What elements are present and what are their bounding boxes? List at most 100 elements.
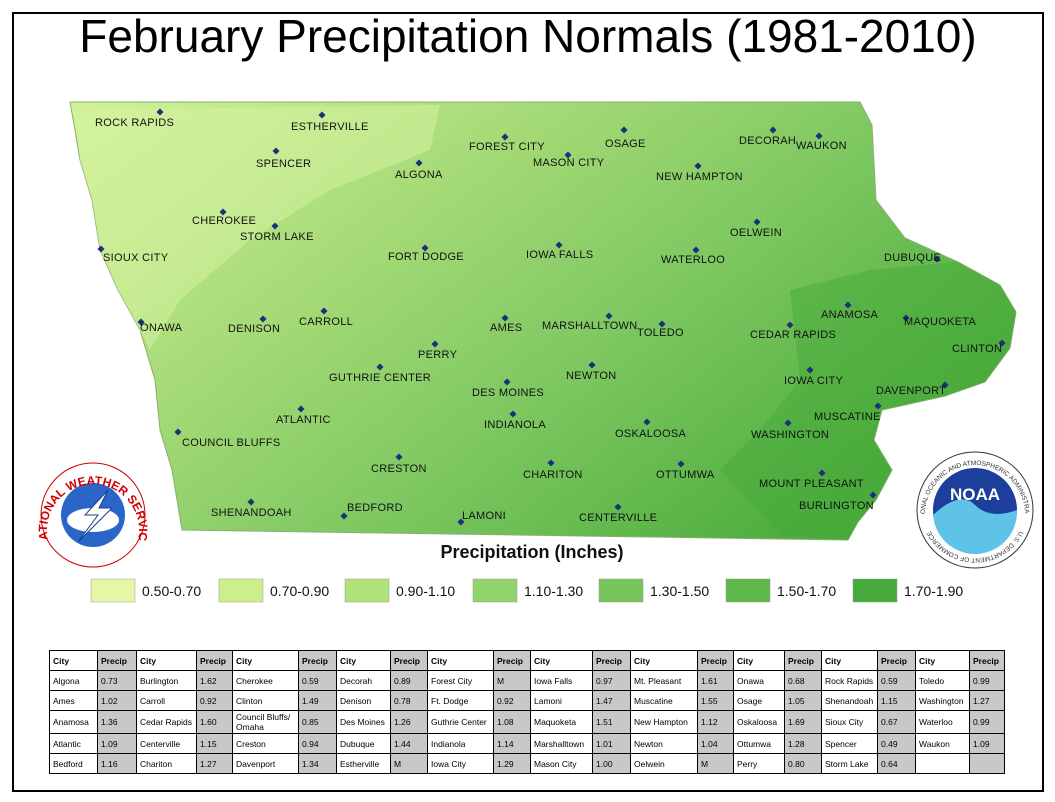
city-cell: Cherokee <box>232 670 299 691</box>
precip-cell: 1.60 <box>196 710 233 734</box>
city-cell: Burlington <box>136 670 197 691</box>
city-label: PERRY <box>418 349 458 361</box>
header-cell: City <box>530 650 593 671</box>
city-cell: Dubuque <box>336 733 391 754</box>
city-cell: Decorah <box>336 670 391 691</box>
table-row: Bedford 1.16 Chariton 1.27 Davenport 1.34 Esth… <box>49 753 1005 774</box>
city-marker <box>844 301 852 309</box>
table-row: Ames 1.02 Carroll 0.92 Clinton 1.49 Denison 0.7… <box>49 690 1005 711</box>
legend-swatch <box>218 578 264 603</box>
city-cell: Denison <box>336 690 391 711</box>
city-cell: Davenport <box>232 753 299 774</box>
city-cell: Bedford <box>49 753 98 774</box>
city-marker <box>902 314 910 322</box>
city-cell: Toledo <box>915 670 970 691</box>
precip-cell: 1.55 <box>697 690 734 711</box>
city-marker <box>156 108 164 116</box>
city-label: OELWEIN <box>730 227 782 239</box>
darker-band <box>720 262 1016 540</box>
precip-cell: 1.26 <box>390 710 428 734</box>
city-label: GUTHRIE CENTER <box>329 372 431 384</box>
city-label: ESTHERVILLE <box>291 121 369 133</box>
header-cell: City <box>915 650 970 671</box>
city-label: INDIANOLA <box>484 419 546 431</box>
header-cell: Precip <box>390 650 428 671</box>
header-cell: Precip <box>592 650 631 671</box>
precip-cell: 0.59 <box>298 670 337 691</box>
city-marker <box>605 312 613 320</box>
city-marker <box>376 363 384 371</box>
legend-label: 1.50-1.70 <box>777 583 836 599</box>
city-label: IOWA CITY <box>784 375 843 387</box>
header-cell: Precip <box>969 650 1005 671</box>
header-cell: City <box>821 650 878 671</box>
city-label: CARROLL <box>299 316 353 328</box>
precip-cell: 0.68 <box>784 670 822 691</box>
city-label: FOREST CITY <box>469 141 545 153</box>
city-marker <box>137 318 145 326</box>
city-marker <box>620 126 628 134</box>
city-cell: Ft. Dodge <box>427 690 494 711</box>
table-header-row: City Precip City Precip City Precip City Precip… <box>49 650 1005 671</box>
precip-cell: 1.15 <box>196 733 233 754</box>
city-marker <box>415 159 423 167</box>
city-marker <box>933 255 941 263</box>
city-cell: Ames <box>49 690 98 711</box>
city-marker <box>769 126 777 134</box>
city-label: DES MOINES <box>472 387 544 399</box>
city-label: MASON CITY <box>533 157 605 169</box>
frame <box>12 12 1044 792</box>
precip-cell: 1.09 <box>97 733 137 754</box>
city-cell: Storm Lake <box>821 753 878 774</box>
city-label: ANAMOSA <box>821 309 878 321</box>
precip-cell <box>969 753 1005 774</box>
precip-cell: 0.73 <box>97 670 137 691</box>
city-cell: Maquoketa <box>530 710 593 734</box>
city-label: NEW HAMPTON <box>656 171 743 183</box>
city-label: LAMONI <box>462 510 506 522</box>
precip-cell: 0.97 <box>592 670 631 691</box>
city-marker <box>753 218 761 226</box>
city-marker <box>643 418 651 426</box>
precip-cell: 1.05 <box>784 690 822 711</box>
city-marker <box>219 208 227 216</box>
legend-swatch <box>598 578 644 603</box>
city-label: SHENANDOAH <box>211 507 292 519</box>
precip-cell: 1.12 <box>697 710 734 734</box>
city-cell: New Hampton <box>630 710 698 734</box>
city-marker <box>784 419 792 427</box>
lighter-band <box>75 105 440 350</box>
precip-cell: 0.59 <box>877 670 916 691</box>
precip-cell: 0.92 <box>493 690 531 711</box>
header-cell: Precip <box>784 650 822 671</box>
precip-cell: 1.04 <box>697 733 734 754</box>
city-cell: Mt. Pleasant <box>630 670 698 691</box>
precip-cell: 1.49 <box>298 690 337 711</box>
city-cell: Muscatine <box>630 690 698 711</box>
city-label: WAUKON <box>796 140 847 152</box>
precip-cell: 1.36 <box>97 710 137 734</box>
city-cell: Osage <box>733 690 785 711</box>
city-marker <box>564 151 572 159</box>
header-cell: Precip <box>97 650 137 671</box>
precip-cell: 0.85 <box>298 710 337 734</box>
precip-cell: 1.69 <box>784 710 822 734</box>
city-cell: Clinton <box>232 690 299 711</box>
precip-cell: 1.09 <box>969 733 1005 754</box>
precip-cell: 0.80 <box>784 753 822 774</box>
city-marker <box>431 340 439 348</box>
city-label: AMES <box>490 322 522 334</box>
precip-cell: 0.99 <box>969 670 1005 691</box>
header-cell: City <box>232 650 299 671</box>
city-marker <box>259 315 267 323</box>
city-marker <box>320 307 328 315</box>
precip-cell: 1.51 <box>592 710 631 734</box>
city-marker <box>421 244 429 252</box>
city-label: BURLINGTON <box>799 500 874 512</box>
legend-label: 1.70-1.90 <box>904 583 963 599</box>
precip-cell: 1.47 <box>592 690 631 711</box>
precip-cell: 1.15 <box>877 690 916 711</box>
city-marker <box>588 361 596 369</box>
city-marker <box>503 378 511 386</box>
city-cell: Mason City <box>530 753 593 774</box>
